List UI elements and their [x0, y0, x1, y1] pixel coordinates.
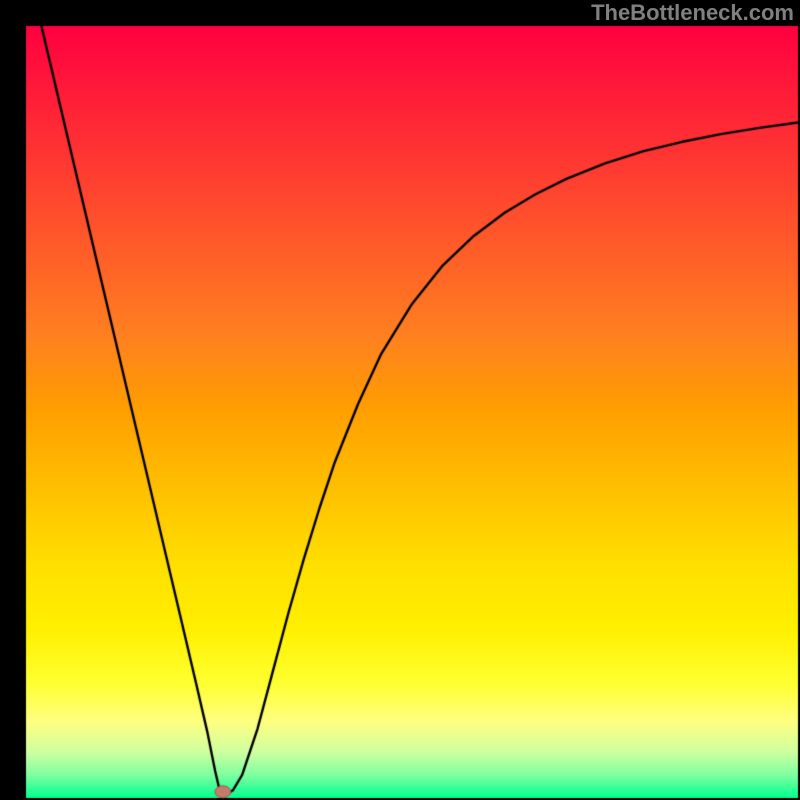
- chart-container: TheBottleneck.com: [0, 0, 800, 800]
- bottleneck-curve-chart: [0, 0, 800, 800]
